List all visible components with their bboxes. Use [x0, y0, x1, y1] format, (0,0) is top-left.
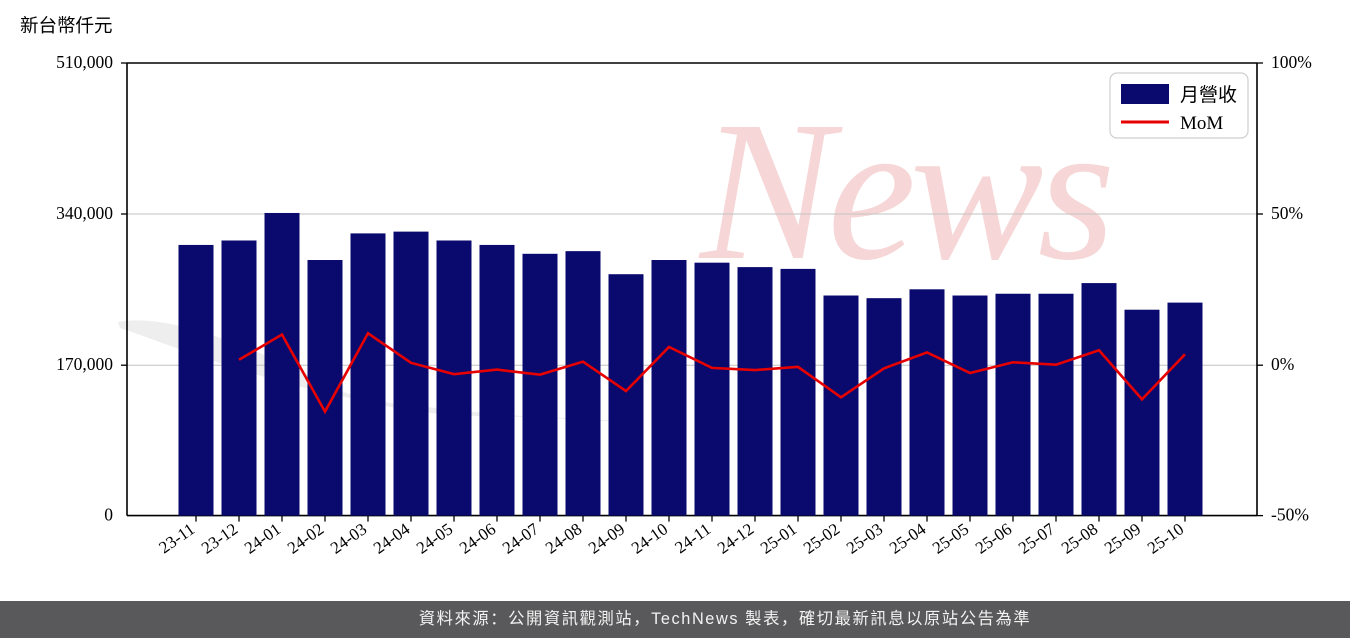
- svg-text:23-11: 23-11: [155, 519, 198, 557]
- svg-text:24-08: 24-08: [542, 519, 585, 557]
- svg-text:MoM: MoM: [1180, 113, 1223, 134]
- svg-text:-50%: -50%: [1271, 505, 1309, 525]
- svg-text:25-02: 25-02: [800, 519, 843, 557]
- svg-text:25-06: 25-06: [972, 519, 1015, 557]
- svg-text:24-01: 24-01: [241, 519, 284, 557]
- svg-text:月營收: 月營收: [1180, 84, 1237, 106]
- svg-text:24-03: 24-03: [327, 519, 370, 557]
- svg-text:24-06: 24-06: [456, 519, 499, 557]
- svg-text:25-07: 25-07: [1015, 519, 1059, 558]
- svg-text:24-10: 24-10: [628, 519, 671, 557]
- svg-text:25-03: 25-03: [843, 519, 886, 557]
- svg-text:24-04: 24-04: [370, 519, 414, 558]
- svg-text:0%: 0%: [1271, 354, 1294, 374]
- svg-text:23-12: 23-12: [198, 519, 241, 557]
- svg-text:510,000: 510,000: [56, 52, 113, 72]
- svg-text:24-05: 24-05: [413, 519, 456, 557]
- svg-text:0: 0: [104, 505, 113, 525]
- svg-text:25-08: 25-08: [1058, 519, 1101, 557]
- svg-text:24-07: 24-07: [499, 519, 543, 558]
- svg-text:25-04: 25-04: [886, 519, 930, 558]
- svg-text:170,000: 170,000: [56, 354, 113, 374]
- svg-text:24-11: 24-11: [671, 519, 714, 557]
- svg-text:100%: 100%: [1271, 52, 1312, 72]
- svg-text:新台幣仟元: 新台幣仟元: [20, 16, 113, 37]
- svg-text:24-02: 24-02: [284, 519, 327, 557]
- svg-text:25-01: 25-01: [757, 519, 800, 557]
- svg-text:24-12: 24-12: [714, 519, 757, 557]
- svg-text:25-05: 25-05: [929, 519, 972, 557]
- svg-text:25-09: 25-09: [1101, 519, 1144, 557]
- svg-text:24-09: 24-09: [585, 519, 628, 557]
- svg-text:50%: 50%: [1271, 203, 1303, 223]
- svg-text:340,000: 340,000: [56, 203, 113, 223]
- svg-text:25-10: 25-10: [1144, 519, 1187, 557]
